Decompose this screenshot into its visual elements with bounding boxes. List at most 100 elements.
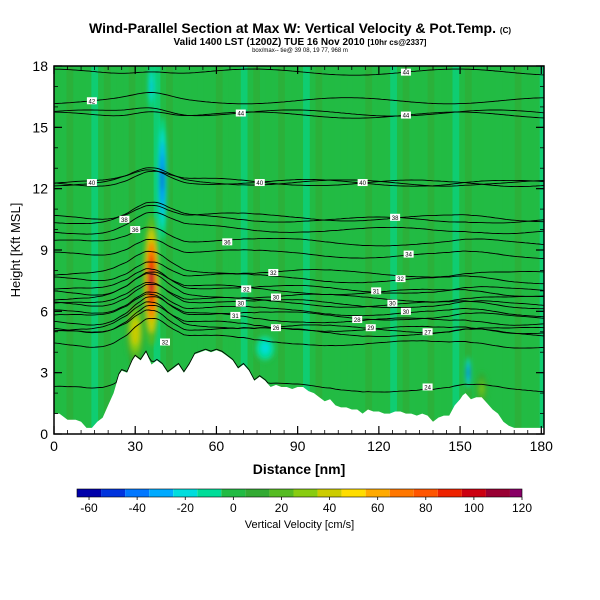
theta-label: 44 — [400, 68, 411, 77]
y-tick-label: 9 — [40, 242, 48, 258]
velocity-feature — [150, 81, 153, 92]
theta-label-text: 31 — [373, 289, 380, 295]
theta-label-text: 42 — [89, 99, 96, 105]
velocity-streak — [427, 66, 435, 434]
colorbar-tick-label: 60 — [371, 501, 385, 515]
isentrope-line — [54, 170, 544, 188]
y-tick-label: 15 — [32, 119, 48, 135]
velocity-streak — [190, 66, 198, 434]
theta-label: 30 — [387, 299, 398, 308]
velocity-streak — [203, 66, 211, 434]
plot-area: 42 40 38 36 32 44 40 36 32 32 30 30 31 26 44 44 40 38 34 32… — [54, 66, 544, 434]
theta-label-text: 30 — [273, 296, 280, 302]
theta-label-text: 36 — [224, 240, 231, 246]
velocity-streak — [527, 66, 534, 434]
x-tick-label: 30 — [127, 438, 143, 454]
y-tick-label: 3 — [40, 365, 48, 381]
theta-label: 44 — [235, 109, 246, 118]
isentrope-line — [54, 296, 544, 326]
colorbar-swatch — [461, 489, 486, 497]
theta-label: 30 — [270, 293, 281, 302]
theta-label-text: 34 — [405, 253, 412, 259]
theta-label: 40 — [357, 179, 368, 187]
isentrope-line — [54, 309, 544, 337]
isentrope-line — [54, 281, 544, 309]
theta-label-box — [400, 68, 411, 76]
theta-label-text: 32 — [397, 277, 404, 283]
theta-label-text: 38 — [121, 218, 128, 224]
velocity-streak — [103, 66, 111, 434]
theta-label: 40 — [254, 179, 265, 187]
colorbar-tick-label: 100 — [464, 501, 484, 515]
x-tick-label: 180 — [530, 438, 554, 454]
colorbar-tick-label: -60 — [80, 501, 98, 515]
theta-label-text: 38 — [392, 216, 399, 222]
colorbar-swatch — [389, 489, 414, 497]
theta-label: 31 — [371, 287, 382, 295]
colorbar-swatch — [437, 489, 462, 497]
theta-label-text: 29 — [367, 326, 374, 332]
velocity-feature — [467, 369, 469, 376]
theta-label-text: 44 — [403, 114, 410, 120]
theta-label-box — [365, 324, 376, 332]
isentrope-line — [54, 92, 544, 105]
theta-label: 29 — [365, 324, 376, 332]
terrain — [54, 350, 544, 434]
x-tick-label: 0 — [50, 438, 58, 454]
theta-label-text: 31 — [232, 314, 239, 320]
theta-label-box — [395, 275, 406, 283]
theta-label-box — [159, 338, 170, 346]
colorbar-tick-label: 20 — [275, 501, 289, 515]
velocity-streak — [502, 66, 510, 434]
x-tick-label: 90 — [290, 438, 306, 454]
colorbar-tick-label: -20 — [177, 501, 195, 515]
velocity-streak — [303, 66, 310, 434]
colorbar-swatch — [245, 489, 270, 497]
velocity-streak — [477, 66, 485, 434]
theta-label: 27 — [422, 328, 433, 336]
theta-label-text: 40 — [89, 181, 96, 187]
theta-label-text: 32 — [270, 271, 277, 277]
isentrope-line — [54, 205, 544, 223]
theta-labels: 42 40 38 36 32 44 40 36 32 32 30 30 31 26 44 44 40 38 34 32… — [86, 68, 433, 391]
colorbar-swatch — [509, 489, 522, 497]
theta-label-box — [390, 213, 401, 221]
theta-label-box — [387, 299, 398, 307]
theta-label-box — [230, 311, 241, 319]
colorbar-tick-label: 120 — [512, 501, 532, 515]
theta-label: 40 — [86, 179, 97, 187]
colorbar-swatch — [77, 489, 102, 497]
theta-label-text: 28 — [354, 318, 361, 324]
theta-label: 42 — [86, 97, 97, 105]
isentrope-line — [54, 107, 544, 117]
theta-label: 31 — [230, 311, 241, 320]
isentrope-line — [54, 304, 544, 335]
velocity-streak — [166, 66, 173, 434]
theta-label: 32 — [159, 338, 170, 347]
isentrope-line — [54, 261, 544, 285]
colorbar-frame — [76, 488, 523, 498]
colorbar-swatch — [149, 489, 174, 497]
y-tick-label: 18 — [32, 58, 48, 74]
theta-label-text: 30 — [237, 302, 244, 308]
theta-label: 36 — [222, 238, 233, 246]
colorbar: -60 -40 -20 0 20 40 60 80 100 120 — [76, 488, 532, 515]
chart-info-line: box/max-- tie@ 39 08, 19 77, 968 m — [252, 48, 348, 54]
velocity-feature — [480, 385, 483, 393]
colorbar-swatch — [413, 489, 438, 497]
velocity-feature — [149, 267, 154, 294]
theta-label-box — [403, 250, 414, 258]
velocity-streak — [66, 66, 74, 434]
velocity-streak — [278, 66, 285, 434]
theta-label-box — [235, 299, 246, 307]
velocity-streak — [452, 66, 460, 434]
theta-label-box — [130, 226, 141, 234]
isentrope-line — [54, 291, 544, 318]
isentrope-line — [54, 293, 544, 321]
isentrope-line — [54, 238, 544, 260]
theta-label-text: 27 — [424, 330, 431, 336]
velocity-streak — [377, 66, 385, 434]
colorbar-tick-label: 0 — [230, 501, 237, 515]
isentrope-line — [54, 201, 544, 225]
